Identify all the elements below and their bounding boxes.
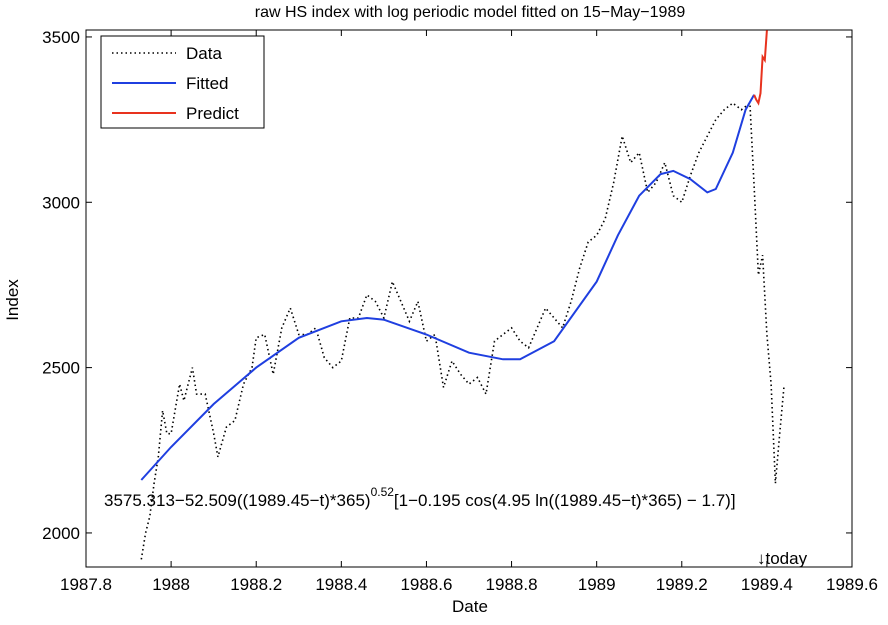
x-tick-label: 1989: [578, 575, 616, 594]
x-tick-label: 1989.4: [741, 575, 793, 594]
y-tick-label: 3000: [42, 193, 80, 212]
x-tick-label: 1988.4: [315, 575, 367, 594]
legend: Data Fitted Predict: [100, 35, 265, 129]
x-tick-label: 1987.8: [60, 575, 112, 594]
x-tick-label: 1989.2: [656, 575, 708, 594]
series-line: [753, 30, 768, 106]
legend-label: Predict: [186, 104, 239, 123]
legend-label: Fitted: [186, 74, 229, 93]
series-line: [140, 101, 785, 560]
formula-rest: [1−0.195 cos(4.95 ln((1989.45−t)*365) − …: [394, 491, 736, 510]
formula-exponent: 0.52: [371, 485, 395, 499]
x-tick-label: 1988.6: [400, 575, 452, 594]
today-annotation: ↓today: [757, 549, 808, 568]
x-tick-label: 1989.6: [826, 575, 878, 594]
y-tick-label: 2000: [42, 524, 80, 543]
x-tick-label: 1988.2: [230, 575, 282, 594]
series-line: [140, 94, 755, 481]
x-tick-label: 1988.8: [486, 575, 538, 594]
formula-main: 3575.313−52.509((1989.45−t)*365): [104, 491, 371, 510]
plot-frame: [85, 29, 853, 568]
chart-title: raw HS index with log periodic model fit…: [255, 4, 686, 21]
formula: 3575.313−52.509((1989.45−t)*365)0.52[1−0…: [104, 485, 736, 510]
y-axis-label: Index: [3, 279, 22, 321]
y-tick-label: 3500: [42, 28, 80, 47]
x-tick-label: 1988: [152, 575, 190, 594]
legend-label: Data: [186, 44, 222, 63]
y-tick-label: 2500: [42, 359, 80, 378]
x-axis-label: Date: [452, 597, 488, 616]
